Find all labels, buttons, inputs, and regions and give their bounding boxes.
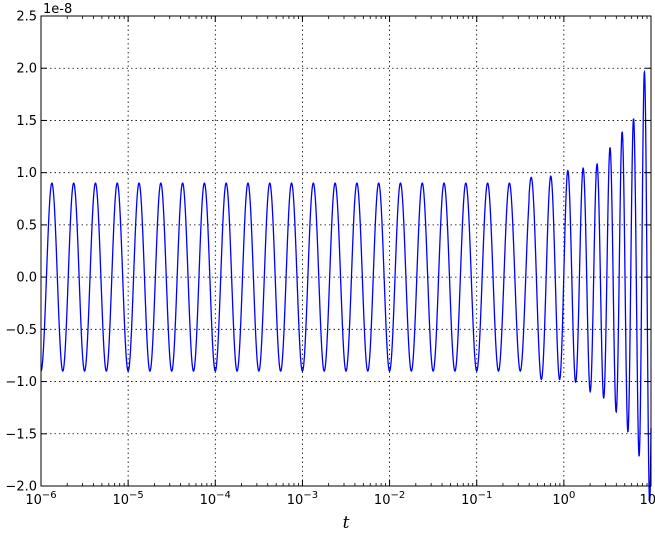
x-tick-label: 10−2 (374, 490, 405, 508)
x-tick-label: 10−4 (200, 490, 231, 508)
y-tick-label: −1.0 (5, 375, 37, 390)
y-tick-label: 1.5 (16, 114, 37, 129)
grid-layer (41, 16, 651, 486)
x-axis-title: t (343, 513, 350, 533)
x-tick-label: 100 (552, 490, 575, 508)
x-tick-label: 10−3 (287, 490, 318, 508)
plot-frame (40, 15, 652, 487)
x-tick-labels: 10−6 10−5 10−4 10−3 10−2 10−1 100 101 (25, 490, 655, 508)
y-tick-label: 0.0 (16, 271, 37, 286)
y-tick-label: −0.5 (5, 323, 37, 338)
y-tick-labels: 2.5 2.0 1.5 1.0 0.5 0.0 −0.5 −1.0 −1.5 −2.0 (5, 10, 37, 495)
curve-layer (40, 69, 652, 502)
y-offset-text: 1e-8 (43, 2, 72, 17)
y-tick-label: −1.5 (5, 427, 37, 442)
y-tick-label: 0.5 (16, 218, 37, 233)
tick-layer (40, 15, 652, 487)
x-tick-label: 10−6 (25, 490, 56, 508)
x-tick-label: 10−1 (461, 490, 492, 508)
x-tick-label: 101 (640, 490, 655, 508)
y-tick-label: 2.5 (16, 10, 37, 25)
y-tick-label: −2.0 (5, 480, 37, 495)
y-tick-label: 2.0 (16, 62, 37, 77)
y-tick-label: 1.0 (16, 166, 37, 181)
x-tick-label: 10−5 (112, 490, 143, 508)
series-line (40, 69, 652, 502)
